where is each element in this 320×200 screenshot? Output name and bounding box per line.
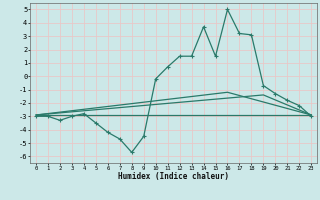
X-axis label: Humidex (Indice chaleur): Humidex (Indice chaleur) — [118, 172, 229, 181]
